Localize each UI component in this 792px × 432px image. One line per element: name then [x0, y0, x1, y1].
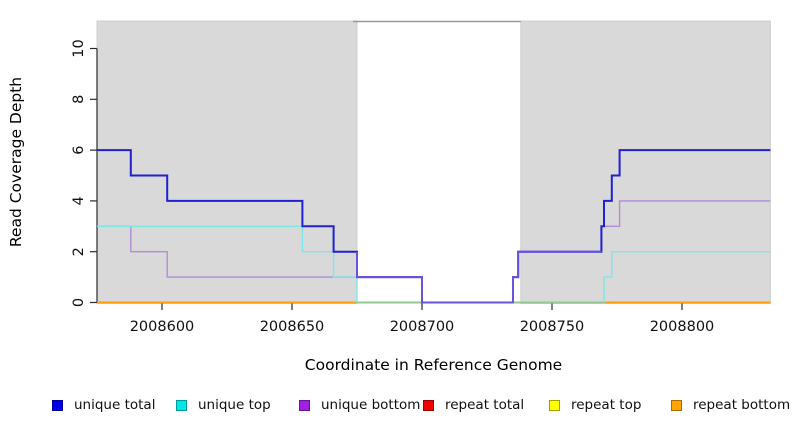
y-tick-label: 4: [71, 196, 87, 205]
y-tick-label: 6: [71, 145, 87, 154]
series-line-unique-top: [97, 225, 771, 304]
y-tick-label: 0: [71, 298, 87, 307]
y-tick-label: 10: [71, 39, 87, 57]
x-axis-title: Coordinate in Reference Genome: [304, 356, 563, 374]
y-axis-title: Read Coverage Depth: [7, 76, 25, 248]
y-tick-label: 2: [71, 247, 87, 256]
x-tick-label: 2008750: [520, 319, 585, 335]
shaded-region: [96, 20, 358, 304]
x-tick-label: 2008800: [650, 319, 715, 335]
shaded-region: [520, 20, 771, 304]
x-tick-label: 2008650: [260, 319, 325, 335]
y-tick-label: 8: [71, 95, 87, 104]
x-tick-label: 2008600: [130, 319, 195, 335]
x-tick-label: 2008700: [390, 319, 455, 335]
blend-line-violet: [356, 250, 602, 304]
